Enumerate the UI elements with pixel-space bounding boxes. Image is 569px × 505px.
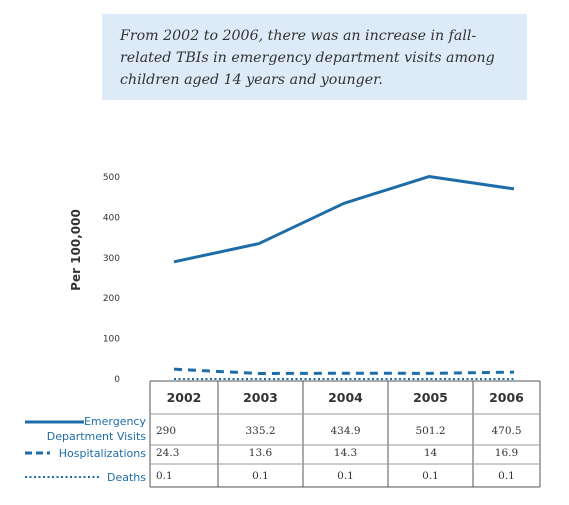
y-axis-title: Per 100,000 — [69, 209, 83, 291]
y-tick-label: 200 — [103, 294, 120, 304]
row-label-emergency: Emergency — [84, 415, 147, 428]
table-cell-value: 0.1 — [498, 470, 515, 482]
summary-callout: From 2002 to 2006, there was an increase… — [102, 14, 527, 100]
row-label-hospitalizations: Hospitalizations — [59, 447, 147, 460]
table-cell-value: 501.2 — [415, 425, 445, 437]
x-category-label: 2002 — [167, 390, 202, 405]
table-cell-value: 0.1 — [156, 470, 173, 482]
callout-line-1: From 2002 to 2006, there was an increase… — [120, 28, 477, 44]
y-tick-label: 0 — [114, 375, 120, 385]
table-cell-value: 290 — [156, 425, 176, 437]
callout-line-3: children aged 14 years and younger. — [120, 72, 383, 88]
row-label-department-visits: Department Visits — [47, 430, 147, 443]
y-tick-label: 300 — [103, 254, 120, 264]
x-category-label: 2004 — [328, 390, 363, 405]
y-tick-label: 500 — [103, 173, 120, 183]
table-cell-value: 0.1 — [422, 470, 439, 482]
table-cell-value: 434.9 — [330, 425, 360, 437]
series-line-solid — [173, 175, 515, 264]
table-cell-value: 24.3 — [156, 447, 179, 459]
table-cell-value: 0.1 — [337, 470, 354, 482]
y-tick-label: 100 — [103, 335, 120, 345]
table-cell-value: 14 — [424, 447, 438, 459]
table-cell-value: 16.9 — [495, 447, 518, 459]
table-cell-value: 13.6 — [249, 447, 273, 459]
callout-line-2: related TBIs in emergency department vis… — [120, 50, 495, 66]
x-category-label: 2003 — [243, 390, 278, 405]
row-label-deaths: Deaths — [107, 471, 146, 484]
table-cell-value: 335.2 — [245, 425, 275, 437]
x-category-label: 2005 — [413, 390, 448, 405]
y-tick-label: 400 — [103, 213, 120, 223]
table-cell-value: 470.5 — [491, 425, 521, 437]
table-cell-value: 0.1 — [252, 470, 269, 482]
table-cell-value: 14.3 — [334, 447, 357, 459]
series-line-dashed — [173, 367, 515, 376]
x-category-label: 2006 — [489, 390, 524, 405]
